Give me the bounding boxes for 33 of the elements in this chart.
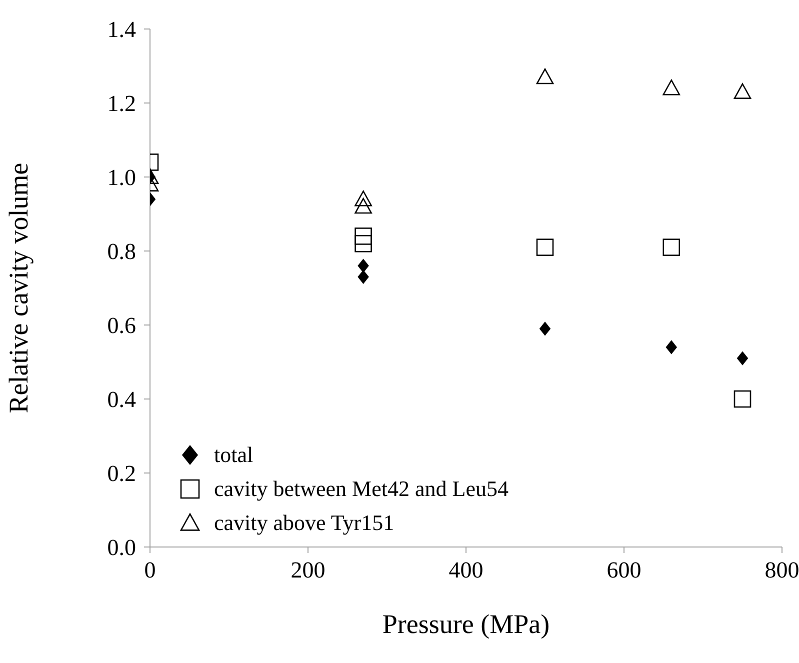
y-tick-label: 1.2 bbox=[107, 91, 136, 116]
point bbox=[734, 83, 752, 99]
point bbox=[666, 340, 677, 354]
y-tick-label: 1.4 bbox=[107, 17, 136, 42]
x-tick-label: 800 bbox=[764, 557, 799, 582]
y-tick-label: 0.2 bbox=[107, 461, 136, 486]
point bbox=[354, 234, 372, 252]
point bbox=[536, 238, 554, 256]
point bbox=[734, 390, 752, 408]
point bbox=[662, 238, 680, 256]
x-tick-label: 600 bbox=[606, 557, 642, 582]
point bbox=[354, 228, 372, 245]
legend-label: cavity between Met42 and Leu54 bbox=[214, 475, 508, 503]
point bbox=[354, 198, 372, 214]
y-tick-label: 0.8 bbox=[107, 239, 136, 264]
x-tick-label: 0 bbox=[144, 557, 156, 582]
y-tick-label: 0.0 bbox=[107, 535, 136, 560]
x-tick-label: 400 bbox=[448, 557, 484, 582]
point bbox=[358, 270, 369, 284]
x-tick-label: 200 bbox=[290, 557, 326, 582]
legend-label: cavity above Tyr151 bbox=[214, 509, 394, 537]
y-axis-title: Relative cavity volume bbox=[4, 162, 34, 414]
point bbox=[737, 352, 748, 365]
point bbox=[358, 259, 369, 272]
point bbox=[354, 190, 372, 206]
x-axis-title: Pressure (MPa) bbox=[382, 609, 550, 639]
point bbox=[536, 68, 554, 84]
point bbox=[540, 322, 550, 336]
y-tick-label: 1.0 bbox=[107, 165, 136, 190]
y-tick-label: 0.6 bbox=[107, 313, 136, 338]
point bbox=[662, 80, 680, 96]
y-tick-label: 0.4 bbox=[107, 387, 136, 412]
legend-label: total bbox=[214, 441, 254, 469]
